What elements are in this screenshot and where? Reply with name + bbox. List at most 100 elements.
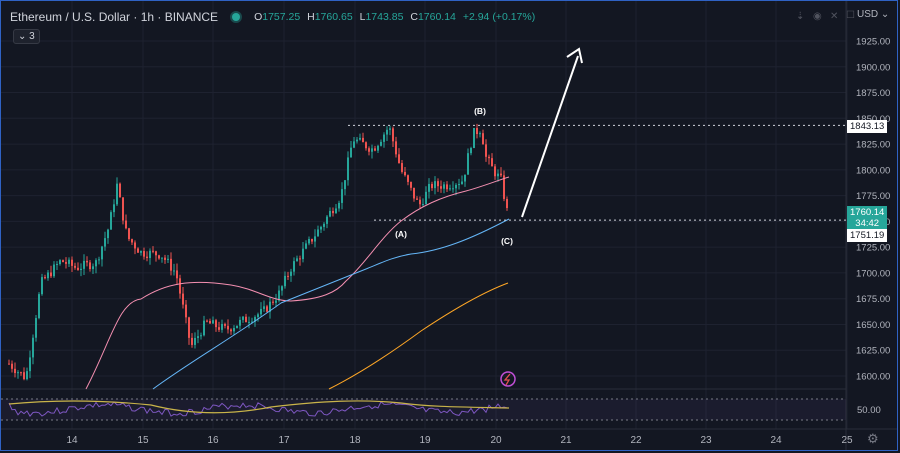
- candle-body: [83, 260, 85, 269]
- candle-body: [470, 148, 472, 154]
- candle-body: [197, 336, 199, 338]
- candle-body: [137, 248, 139, 253]
- candle-body: [233, 328, 235, 332]
- symbol-title[interactable]: Ethereum / U.S. Dollar · 1h · BINANCE: [10, 10, 219, 24]
- candle-body: [206, 320, 208, 322]
- candle-body: [323, 223, 325, 227]
- rsi-band: [1, 399, 846, 420]
- candle-body: [419, 199, 421, 205]
- candle-body: [161, 257, 163, 259]
- candle-body: [65, 262, 67, 264]
- candle-body: [431, 183, 433, 189]
- arrow-down-icon[interactable]: ⇣: [796, 11, 805, 22]
- candle-body: [191, 337, 193, 345]
- candle-body: [383, 134, 385, 142]
- candle-body: [173, 270, 175, 272]
- price-tick-label: 1675.00: [856, 294, 890, 305]
- candle-body: [152, 250, 154, 252]
- time-tick-label: 20: [490, 435, 502, 446]
- candle-body: [449, 188, 451, 190]
- candle-body: [389, 128, 391, 130]
- candle-body: [149, 250, 151, 258]
- time-tick-label: 19: [419, 435, 431, 446]
- candle-body: [194, 337, 196, 345]
- candle-body: [392, 128, 394, 142]
- price-tick-label: 1625.00: [856, 346, 890, 357]
- candle-body: [308, 239, 310, 244]
- price-tick-label: 1775.00: [856, 191, 890, 202]
- candle-body: [434, 181, 436, 189]
- candle-body: [44, 277, 46, 279]
- candle-body: [188, 317, 190, 338]
- candle-body: [494, 166, 496, 177]
- candle-body: [20, 372, 22, 374]
- price-tick-label: 1825.00: [856, 140, 890, 151]
- candle-body: [92, 266, 94, 270]
- candle-body: [281, 286, 283, 291]
- candle-body: [134, 242, 136, 249]
- candle-body: [50, 272, 52, 277]
- candle-body: [56, 264, 58, 266]
- candle-body: [95, 260, 97, 267]
- close-icon[interactable]: ✕: [830, 11, 839, 22]
- candle-body: [287, 275, 289, 277]
- candle-body: [101, 246, 103, 260]
- candle-body: [182, 293, 184, 305]
- candle-body: [239, 319, 241, 326]
- candle-body: [212, 320, 214, 324]
- candle-body: [26, 371, 28, 380]
- candle-body: [140, 251, 142, 253]
- eye-icon[interactable]: ◉: [813, 11, 822, 22]
- candle-body: [485, 144, 487, 157]
- ma-slow-line: [328, 282, 509, 390]
- candle-body: [404, 171, 406, 176]
- candle-body: [278, 290, 280, 301]
- candle-body: [437, 181, 439, 187]
- candle-body: [302, 248, 304, 260]
- candle-body: [422, 204, 424, 206]
- time-tick-label: 25: [841, 435, 853, 446]
- candle-body: [170, 258, 172, 271]
- candle-body: [398, 154, 400, 164]
- candle-body: [452, 188, 454, 190]
- candle-body: [314, 236, 316, 242]
- candle-body: [329, 210, 331, 217]
- candle-body: [41, 277, 43, 295]
- price-tick-label: 1850.00: [856, 114, 890, 125]
- alert-icon: [500, 371, 516, 387]
- candle-body: [272, 301, 274, 303]
- currency-label[interactable]: USD ⌄: [857, 9, 890, 20]
- projection-arrow: [521, 55, 579, 218]
- candle-body: [446, 184, 448, 190]
- candle-body: [47, 272, 49, 279]
- time-tick-label: 17: [278, 435, 290, 446]
- ohlc-readout: O1757.25 H1760.65 L1743.85 C1760.14 +2.9…: [254, 11, 536, 23]
- time-tick-label: 22: [630, 435, 642, 446]
- gear-icon[interactable]: ⚙: [867, 431, 879, 446]
- rsi-tick-label: 50.00: [857, 405, 881, 416]
- candle-body: [53, 264, 55, 277]
- indicators-toggle[interactable]: ⌄ 3: [13, 29, 40, 44]
- candle-body: [401, 163, 403, 172]
- candle-body: [311, 239, 313, 242]
- candle-body: [377, 145, 379, 151]
- chart-header: Ethereum / U.S. Dollar · 1h · BINANCE O1…: [10, 10, 535, 24]
- candle-body: [251, 321, 253, 323]
- candle-body: [374, 148, 376, 151]
- candle-body: [80, 268, 82, 270]
- maximize-icon[interactable]: ☐: [846, 10, 855, 21]
- candle-body: [155, 251, 157, 256]
- candle-body: [248, 321, 250, 323]
- candle-body: [296, 258, 298, 262]
- candle-body: [506, 198, 508, 209]
- candle-body: [89, 262, 91, 270]
- candle-body: [176, 270, 178, 279]
- candle-body: [86, 260, 88, 263]
- candle-body: [116, 183, 118, 205]
- candle-body: [125, 220, 127, 229]
- candle-body: [119, 183, 121, 198]
- time-tick-label: 24: [770, 435, 782, 446]
- candle-body: [479, 133, 481, 135]
